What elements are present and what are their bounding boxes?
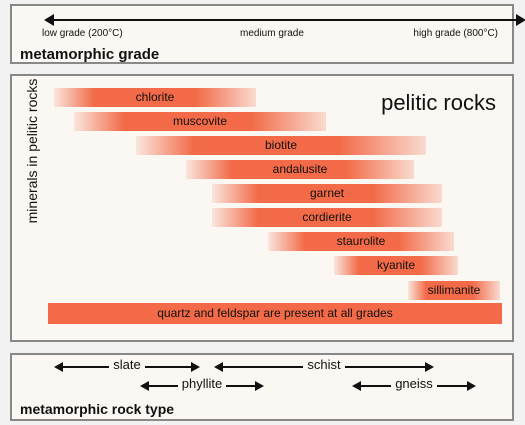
phyllite-label: phyllite [177, 376, 227, 391]
high-grade-label: high grade (800°C) [413, 28, 498, 39]
grade-arrow [44, 14, 525, 26]
schist-range-arrow: schist [214, 357, 434, 372]
medium-grade-label: medium grade [240, 28, 304, 39]
gneiss-label: gneiss [391, 376, 437, 391]
slate-label: slate [109, 357, 145, 372]
gneiss-range-arrow: gneiss [352, 376, 476, 391]
mineral-bar-andalusite: andalusite [186, 160, 414, 179]
grade-panel-title: metamorphic grade [20, 46, 160, 63]
pelitic-rocks-title: pelitic rocks [381, 90, 496, 115]
mineral-bar-kyanite: kyanite [334, 256, 458, 275]
mineral-bar-chlorite: chlorite [54, 88, 256, 107]
metamorphic-rock-type-panel: slate schist phyllite gneiss metamorphic… [10, 353, 514, 421]
mineral-bar-sillimanite: sillimanite [408, 281, 500, 300]
mineral-bar-staurolite: staurolite [268, 232, 454, 251]
phyllite-range-arrow: phyllite [140, 376, 264, 391]
mineral-bar-biotite: biotite [136, 136, 426, 155]
rock-type-panel-title: metamorphic rock type [20, 401, 175, 417]
slate-range-arrow: slate [54, 357, 200, 372]
metamorphic-grade-panel: low grade (200°C) medium grade high grad… [10, 4, 525, 64]
low-grade-label: low grade (200°C) [42, 28, 123, 39]
mineral-bar-cordierite: cordierite [212, 208, 442, 227]
pelitic-minerals-panel: minerals in pelitic rocks pelitic rocks … [10, 74, 514, 342]
mineral-bar-garnet: garnet [212, 184, 442, 203]
quartz-feldspar-bar: quartz and feldspar are present at all g… [48, 303, 502, 324]
schist-label: schist [303, 357, 345, 372]
mineral-bar-muscovite: muscovite [74, 112, 326, 131]
minerals-axis-label: minerals in pelitic rocks [24, 78, 40, 224]
